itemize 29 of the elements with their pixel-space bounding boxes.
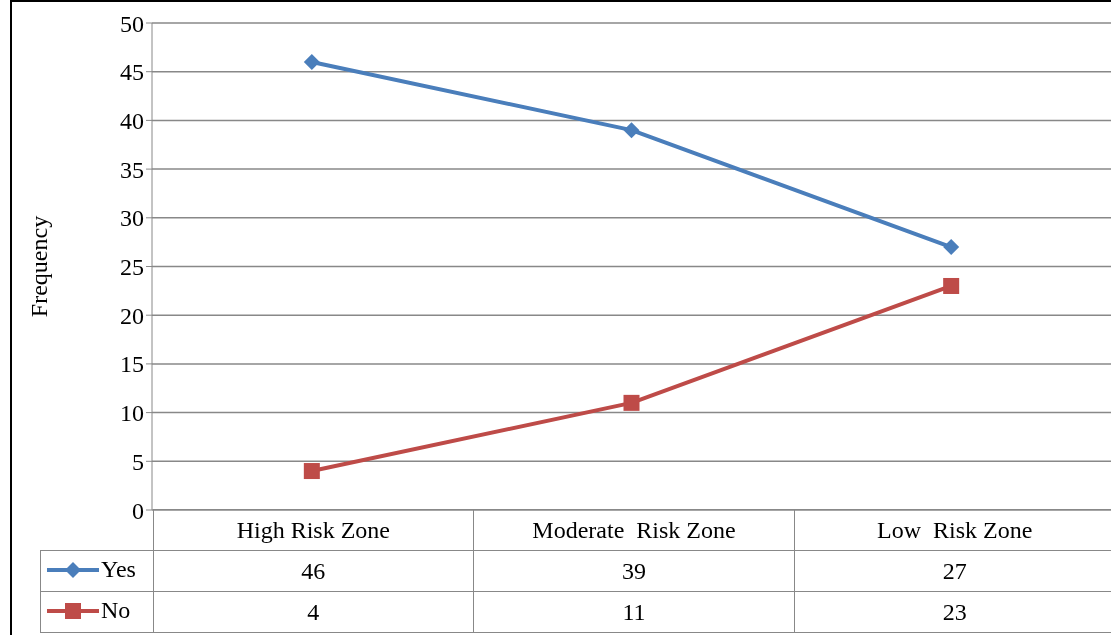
y-tick-label: 5 xyxy=(132,448,144,475)
point xyxy=(623,122,640,139)
legend-label: Yes xyxy=(101,556,136,584)
y-axis-title: Frequency xyxy=(25,215,52,318)
x-tick-label: High Risk Zone xyxy=(153,509,474,551)
y-tick-label: 15 xyxy=(120,351,144,378)
data-label: 23 xyxy=(794,591,1111,633)
y-tick-label: 50 xyxy=(120,10,144,37)
y-tick-label: 10 xyxy=(120,400,144,427)
y-tick-label: 25 xyxy=(120,254,144,281)
y-tick-label: 0 xyxy=(132,497,144,524)
point xyxy=(623,394,640,411)
y-tick-label: 35 xyxy=(120,156,144,183)
point xyxy=(943,277,960,294)
data-label: 11 xyxy=(473,591,795,633)
point xyxy=(303,463,320,480)
data-label: 4 xyxy=(153,591,474,633)
y-tick-label: 45 xyxy=(120,59,144,86)
point xyxy=(303,53,320,70)
data-label: 27 xyxy=(794,550,1111,592)
x-tick-label: Low Risk Zone xyxy=(794,509,1111,551)
legend-label: No xyxy=(101,597,131,625)
point xyxy=(943,239,960,256)
y-tick-label: 20 xyxy=(120,302,144,329)
data-label: 46 xyxy=(153,550,474,592)
data-label: 39 xyxy=(473,550,795,592)
y-tick-label: 40 xyxy=(120,107,144,134)
y-tick-label: 30 xyxy=(120,205,144,232)
x-tick-label: Moderate Risk Zone xyxy=(473,509,795,551)
